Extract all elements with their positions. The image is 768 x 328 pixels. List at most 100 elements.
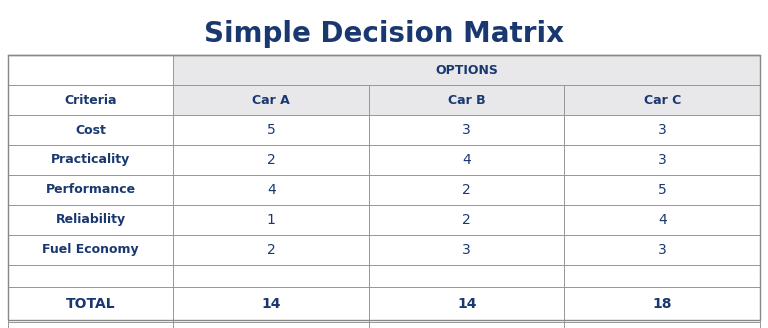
Bar [174, 265, 369, 287]
Bar [564, 322, 760, 328]
Text: 2: 2 [462, 183, 471, 197]
Bar [8, 85, 174, 115]
Bar [369, 85, 564, 115]
Text: Car B: Car B [448, 93, 485, 107]
Bar [564, 265, 760, 287]
Text: TOTAL: TOTAL [66, 297, 115, 312]
Bar [369, 145, 564, 175]
Bar [564, 145, 760, 175]
Bar [8, 55, 174, 85]
Text: 4: 4 [658, 213, 667, 227]
Bar [564, 205, 760, 235]
Bar [369, 322, 564, 328]
Text: 3: 3 [658, 123, 667, 137]
Bar [174, 55, 760, 85]
Bar [369, 175, 564, 205]
Bar [369, 265, 564, 287]
Bar [369, 235, 564, 265]
Bar [8, 205, 174, 235]
Text: 2: 2 [266, 243, 276, 257]
Text: 18: 18 [653, 297, 672, 312]
Bar [174, 235, 369, 265]
Text: 4: 4 [462, 153, 471, 167]
Bar [564, 175, 760, 205]
Bar [174, 205, 369, 235]
Bar [174, 235, 369, 265]
Text: Car C: Car C [644, 93, 681, 107]
Bar [8, 115, 174, 145]
Text: Practicality: Practicality [51, 154, 131, 167]
Text: 5: 5 [266, 123, 276, 137]
Bar [8, 175, 174, 205]
Text: 4: 4 [266, 183, 276, 197]
Text: 5: 5 [658, 183, 667, 197]
Text: 3: 3 [658, 153, 667, 167]
Text: Criteria: Criteria [65, 93, 117, 107]
Text: 14: 14 [457, 297, 476, 312]
Bar [174, 175, 369, 205]
Bar [564, 85, 760, 115]
Bar [8, 55, 174, 85]
Bar [369, 235, 564, 265]
Bar [174, 145, 369, 175]
Bar [8, 322, 174, 328]
Text: Cost: Cost [75, 124, 106, 136]
Bar [369, 145, 564, 175]
Bar [174, 85, 369, 115]
Bar [174, 145, 369, 175]
Bar [564, 115, 760, 145]
Text: 14: 14 [261, 297, 281, 312]
Bar [174, 322, 369, 328]
Bar [369, 115, 564, 145]
Text: Fuel Economy: Fuel Economy [42, 243, 139, 256]
Text: 3: 3 [462, 243, 471, 257]
Bar [8, 145, 174, 175]
Bar [174, 115, 369, 145]
Bar [8, 145, 174, 175]
Bar [564, 322, 760, 328]
Text: Performance: Performance [45, 183, 136, 196]
Bar [174, 287, 369, 322]
Bar [174, 85, 369, 115]
Text: OPTIONS: OPTIONS [435, 64, 498, 76]
Bar [8, 55, 760, 320]
Bar [174, 287, 369, 322]
Bar [564, 85, 760, 115]
Bar [369, 322, 564, 328]
Bar [174, 322, 369, 328]
Bar [369, 287, 564, 322]
Bar [369, 205, 564, 235]
Text: Simple Decision Matrix: Simple Decision Matrix [204, 20, 564, 49]
Bar [8, 235, 174, 265]
Bar [564, 205, 760, 235]
Bar [369, 85, 564, 115]
Bar [174, 55, 760, 85]
Bar [8, 265, 174, 287]
Bar [564, 265, 760, 287]
Text: Reliability: Reliability [55, 214, 126, 227]
Text: 2: 2 [266, 153, 276, 167]
Bar [564, 235, 760, 265]
Bar [369, 265, 564, 287]
Text: 3: 3 [462, 123, 471, 137]
Bar [8, 287, 174, 322]
Bar [174, 175, 369, 205]
Bar [369, 205, 564, 235]
Bar [564, 287, 760, 322]
Bar [8, 235, 174, 265]
Bar [564, 145, 760, 175]
Bar [8, 175, 174, 205]
Bar [174, 265, 369, 287]
Bar [8, 85, 174, 115]
Text: 1: 1 [266, 213, 276, 227]
Text: 3: 3 [658, 243, 667, 257]
Bar [8, 115, 174, 145]
Bar [8, 265, 174, 287]
Bar [369, 115, 564, 145]
Bar [8, 287, 174, 322]
Bar [174, 205, 369, 235]
Bar [8, 322, 174, 328]
Bar [564, 287, 760, 322]
Bar [8, 205, 174, 235]
Bar [174, 115, 369, 145]
